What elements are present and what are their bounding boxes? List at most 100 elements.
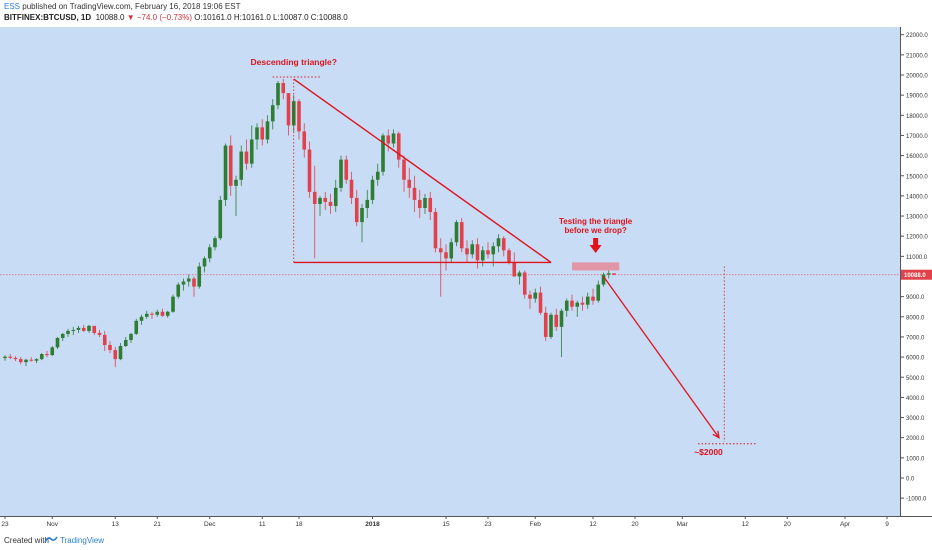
candle-body (34, 359, 39, 361)
candle-body (102, 334, 107, 346)
candle-body (18, 359, 23, 363)
created-with-text: Created with (4, 536, 49, 545)
candle-body (276, 83, 280, 106)
symbol-label[interactable]: BITFINEX:BTCUSD, 1D (4, 13, 92, 22)
candle-body (528, 294, 532, 299)
x-tick-label: 15 (442, 521, 450, 528)
candle-body (291, 101, 296, 126)
y-tick-label: 8000.0 (906, 315, 925, 321)
candle-body (307, 149, 312, 192)
x-tick-label: 2018 (365, 521, 380, 528)
candle-body (465, 248, 469, 255)
y-tick-label: 20000.0 (906, 74, 928, 80)
x-tick-label: 13 (112, 521, 120, 528)
candle-body (197, 266, 202, 287)
candlestick-chart: -1000.0 0.0 1000.0 2000.0 3000.0 4000.0 5000.0… (0, 33, 932, 528)
candle-body (533, 292, 538, 299)
triangle-resistance-line (293, 78, 552, 263)
publish-info: ESS published on TradingView.com, Februa… (4, 2, 240, 11)
arrowhead-icon (712, 430, 720, 439)
candle-body (370, 179, 375, 200)
x-tick-label: 20 (784, 521, 792, 528)
candle-body (549, 314, 553, 337)
candle-body (228, 145, 233, 186)
candle-body (454, 222, 459, 243)
candle-body (186, 278, 191, 282)
candle-body (45, 354, 49, 356)
candle-body (365, 199, 370, 208)
candle-body (517, 272, 522, 277)
candle-body (155, 311, 160, 315)
y-tick-label: 21000.0 (906, 53, 928, 59)
symbol-info: BITFINEX:BTCUSD, 1D 10088.0 ▼ −74.0 (−0.… (4, 13, 348, 22)
candle-body (171, 296, 175, 312)
candle-body (522, 272, 527, 295)
candle-body (606, 273, 611, 275)
candle-body (129, 333, 133, 340)
candle-body (354, 197, 359, 223)
candle-body (239, 151, 244, 180)
candle-body (318, 197, 322, 204)
candle-body (207, 247, 212, 259)
candle-body (176, 284, 181, 297)
candle-body (428, 197, 433, 213)
target-price-label: ~$2000 (694, 447, 723, 457)
x-tick-label: 23 (484, 521, 492, 528)
candle-body (71, 329, 76, 331)
candle-body (564, 300, 569, 311)
candle-body (134, 320, 139, 334)
price-change: ▼ −74.0 (−0.73%) (126, 13, 193, 22)
tradingview-brand[interactable]: TradingView (60, 536, 105, 545)
candle-body (333, 187, 338, 206)
candle-body (24, 359, 28, 363)
candle-body (213, 238, 217, 248)
x-tick-label: Apr (840, 521, 851, 528)
time-axis[interactable] (0, 516, 932, 531)
candle-body (486, 250, 490, 255)
candle-body (302, 131, 307, 150)
y-tick-label: 4000.0 (906, 396, 925, 402)
candle-body (412, 187, 417, 200)
candle-body (66, 330, 70, 334)
y-tick-label: 11000.0 (906, 255, 928, 261)
last-price: 10088.0 (95, 13, 125, 22)
x-tick-label: 21 (154, 521, 162, 528)
candle-body (144, 313, 149, 317)
candle-body (344, 159, 349, 180)
candle-body (396, 133, 401, 160)
candle-body (459, 222, 464, 249)
candle-body (580, 302, 585, 305)
y-tick-label: 6000.0 (906, 356, 925, 362)
x-tick-label: 23 (1, 521, 9, 528)
candle-body (538, 292, 543, 313)
candle-body (312, 191, 317, 204)
candle-body (323, 197, 328, 202)
candle-body (360, 207, 364, 223)
chart-plot-area[interactable] (0, 27, 900, 516)
y-tick-label: 16000.0 (906, 154, 928, 160)
candle-body (402, 159, 406, 180)
x-tick-label: Feb (530, 521, 542, 528)
candle-body (281, 83, 286, 94)
y-tick-label: 14000.0 (906, 194, 928, 200)
candle-body (480, 250, 485, 261)
candle-body (60, 333, 65, 338)
author-link[interactable]: ESS (4, 2, 21, 11)
y-tick-label: 13000.0 (906, 215, 928, 221)
published-text: published on TradingView.com, February 1… (20, 2, 241, 11)
candle-body (386, 135, 391, 144)
x-tick-label: 12 (589, 521, 597, 528)
candle-body (270, 105, 275, 122)
x-tick-label: Nov (46, 521, 58, 528)
y-tick-label: 2000.0 (906, 436, 925, 442)
candle-body (181, 281, 186, 285)
candle-body (3, 356, 7, 359)
y-tick-label: 3000.0 (906, 416, 925, 422)
y-tick-label: 17000.0 (906, 134, 928, 140)
candle-body (265, 121, 270, 140)
candle-body (234, 179, 238, 186)
candle-body (559, 310, 564, 327)
y-tick-label: 22000.0 (906, 33, 928, 39)
candle-body (438, 248, 443, 253)
x-tick-label: 18 (295, 521, 303, 528)
